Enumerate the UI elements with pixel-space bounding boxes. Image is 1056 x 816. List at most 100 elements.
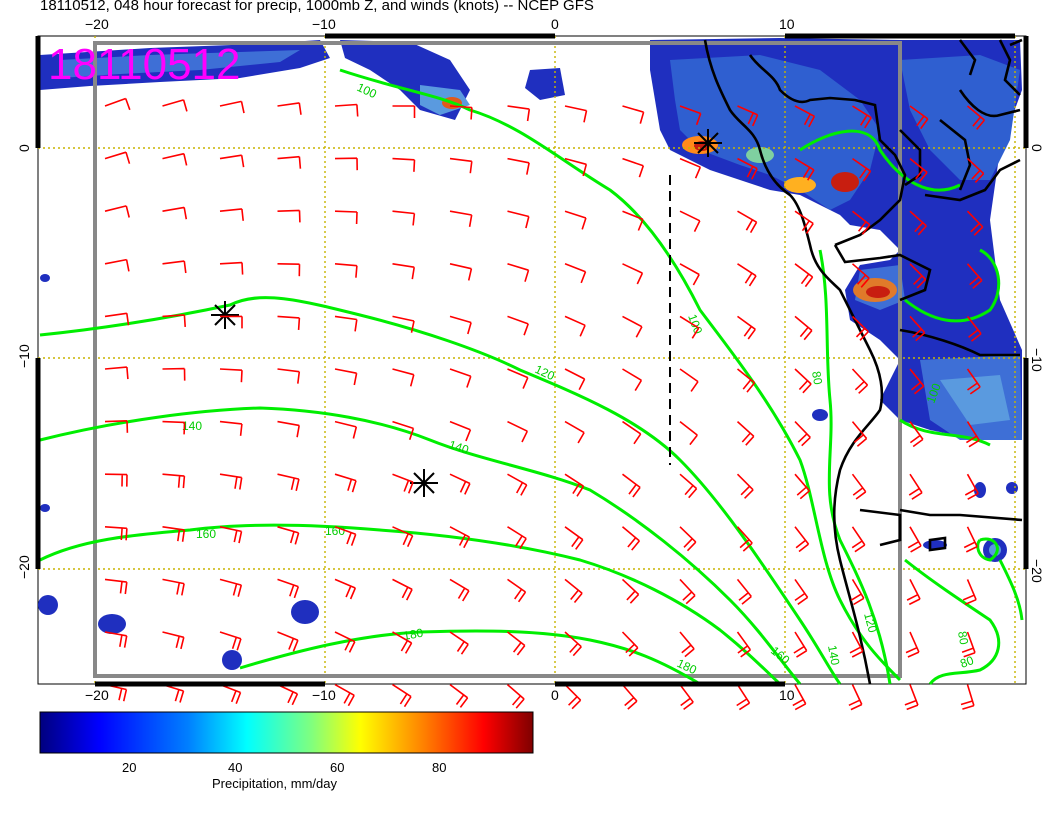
wind-barb — [277, 102, 302, 115]
wind-barb — [507, 473, 528, 496]
colorbar-tick: 20 — [122, 760, 137, 775]
wind-barb — [679, 684, 694, 711]
wind-barb — [737, 157, 758, 180]
wind-barb — [392, 210, 416, 226]
wind-barb — [737, 315, 756, 340]
wind-barb — [277, 209, 301, 223]
wind-barb — [334, 157, 358, 171]
wind-barb — [909, 157, 928, 183]
wind-barb — [220, 315, 243, 329]
wind-barb — [564, 315, 586, 337]
wind-barb — [277, 368, 301, 384]
contour-label: 80 — [809, 370, 825, 386]
wind-barb — [564, 420, 585, 444]
wind-barb — [449, 263, 473, 281]
wind-barb — [104, 420, 129, 433]
wind-barb — [334, 631, 356, 653]
right-tick-label: −20 — [1029, 559, 1045, 583]
wind-barb — [104, 151, 131, 164]
wind-barb — [277, 631, 299, 652]
wind-barb — [966, 105, 986, 130]
wind-barb — [507, 526, 527, 550]
wind-barb — [219, 368, 243, 383]
wind-barb — [277, 578, 300, 599]
date-stamp: 18110512 — [48, 40, 241, 89]
colorbar-tick: 40 — [228, 760, 243, 775]
left-tick-label: −10 — [16, 344, 32, 368]
bottom-tick-label: 0 — [551, 687, 559, 703]
wind-barb — [277, 683, 299, 706]
wind-barb — [564, 526, 584, 550]
wind-barb — [966, 368, 981, 395]
wind-barb — [219, 473, 243, 490]
wind-barb — [851, 473, 867, 500]
wind-barb — [909, 263, 927, 289]
contour-label: 160 — [196, 527, 216, 541]
wind-barb — [679, 420, 698, 446]
wind-barb — [162, 631, 185, 650]
wind-barb — [219, 100, 245, 114]
wind-barb — [679, 473, 698, 499]
wind-barb — [507, 631, 526, 656]
wind-barb — [162, 367, 186, 381]
wind-barb — [449, 210, 473, 227]
bottom-tick-label: −20 — [85, 687, 109, 703]
wind-barb — [737, 105, 759, 127]
wind-barb — [960, 684, 975, 710]
left-tick-label: −20 — [16, 555, 32, 579]
wind-barb — [104, 631, 128, 648]
wind-barb — [736, 631, 752, 658]
wind-barb — [736, 684, 751, 711]
coastline — [669, 38, 1023, 685]
colorbar-label: Precipitation, mm/day — [212, 776, 337, 791]
wind-barb — [449, 157, 473, 174]
wind-barb — [334, 420, 358, 439]
height-contours — [39, 68, 1024, 686]
wind-barb — [793, 631, 808, 658]
wind-barb — [966, 315, 982, 342]
wind-barb — [564, 631, 582, 657]
wind-barb — [794, 526, 810, 553]
wind-barb — [162, 578, 185, 596]
wind-barb — [507, 315, 529, 336]
contour-label: 160 — [325, 524, 345, 538]
wind-barb — [219, 420, 243, 436]
wind-barb — [277, 155, 302, 169]
wind-barb — [277, 315, 301, 330]
wind-barb — [736, 421, 755, 446]
wind-barb — [622, 157, 645, 178]
wind-barb — [334, 103, 359, 117]
top-tick-label: −10 — [312, 16, 336, 32]
wind-barb — [679, 263, 700, 286]
wind-barb — [449, 315, 472, 335]
contour-label: 120 — [861, 611, 880, 634]
wind-barb — [449, 420, 472, 442]
cyclone-marker — [211, 301, 239, 329]
wind-barb — [334, 683, 355, 707]
wind-barb — [564, 263, 587, 284]
wind-barb — [507, 157, 530, 175]
wind-barb — [564, 157, 588, 177]
wind-barb — [104, 578, 128, 595]
contour-label: 140 — [447, 438, 471, 458]
wind-barb — [849, 631, 864, 658]
wind-barb — [622, 368, 643, 392]
wind-barb — [622, 105, 645, 124]
wind-barb — [449, 631, 469, 655]
wind-barb — [621, 631, 639, 657]
wind-barb — [392, 315, 415, 333]
wind-barb — [905, 631, 920, 658]
wind-barb — [392, 473, 414, 494]
wind-barb — [963, 526, 978, 553]
wind-barb — [277, 526, 300, 545]
wind-barb — [219, 683, 242, 704]
wind-barb — [736, 578, 752, 605]
wind-barb — [219, 261, 244, 275]
wind-barb — [907, 526, 922, 553]
wind-barb — [852, 210, 871, 235]
cyclone-marker — [694, 129, 722, 157]
wind-barb — [392, 631, 413, 654]
wind-barb — [564, 105, 588, 123]
wind-barb — [909, 368, 925, 395]
